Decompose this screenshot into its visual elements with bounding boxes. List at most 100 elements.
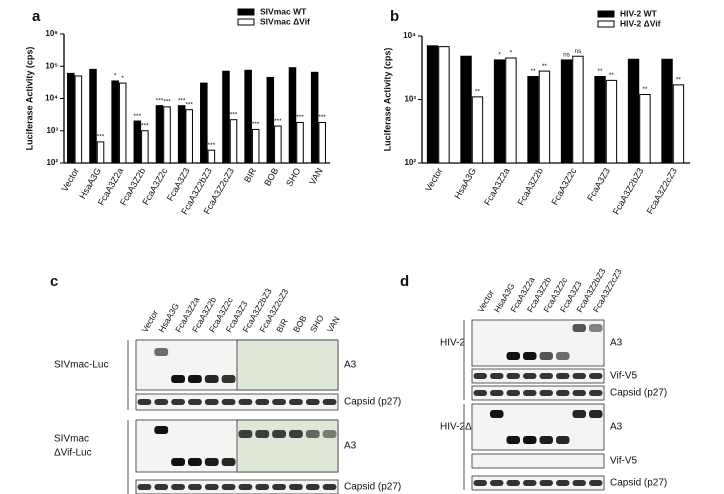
blot-band	[171, 375, 185, 383]
significance-label: **	[475, 89, 481, 96]
bar	[222, 70, 230, 164]
lane-label: BIR	[274, 317, 290, 334]
bar	[67, 72, 75, 164]
blot-band	[154, 399, 169, 405]
bar	[426, 45, 439, 164]
blot-band	[572, 324, 586, 332]
bar	[229, 119, 238, 164]
bar	[141, 130, 149, 164]
significance-label: **	[598, 68, 604, 75]
significance-label: ***	[156, 97, 164, 104]
blot-band	[322, 484, 337, 490]
y-tick-label: 10⁴	[403, 31, 416, 40]
bar	[89, 68, 97, 164]
blot-band	[289, 399, 303, 405]
blot-band	[589, 324, 603, 332]
blot-band	[171, 458, 185, 466]
blot-band	[272, 484, 286, 490]
blot-band	[272, 430, 286, 438]
blot-band	[305, 399, 320, 405]
y-tick-label: 10³	[404, 95, 416, 104]
blot-band	[490, 410, 504, 418]
blot-band	[221, 375, 236, 383]
band-label: A3	[610, 338, 623, 349]
significance-label: ***	[178, 97, 186, 104]
y-tick-label: 10⁶	[45, 29, 58, 38]
blot-band	[137, 399, 152, 405]
blot-band	[589, 410, 603, 418]
bar	[560, 59, 573, 164]
bar	[527, 76, 539, 164]
lane-label: SHO	[308, 313, 326, 334]
bar	[133, 120, 142, 164]
blot-band	[221, 484, 236, 490]
significance-label: ***	[318, 114, 326, 121]
legend-swatch	[597, 10, 615, 18]
significance-label: **	[609, 72, 615, 79]
bar	[274, 125, 282, 164]
legend-label: SIVmac ΔVif	[260, 16, 310, 26]
bar	[111, 80, 119, 164]
significance-label: *	[498, 52, 501, 59]
bar	[244, 69, 252, 164]
x-tick-label: FcaA3Z3	[585, 166, 612, 203]
x-tick-label: FcaA3Z2c	[549, 166, 578, 207]
blot-band	[506, 480, 520, 486]
blot-band	[221, 399, 236, 405]
bar	[639, 93, 651, 164]
sample-label: SIVmac-Luc	[54, 360, 108, 371]
band-label: Capsid (p27)	[344, 397, 401, 408]
blot-band	[490, 390, 504, 396]
blot-band	[556, 373, 570, 379]
significance-label: ***	[141, 122, 149, 129]
x-tick-label: FcaA3Z2b	[516, 166, 545, 207]
bar	[661, 58, 673, 164]
blot-band	[204, 375, 219, 383]
blot-band	[289, 484, 303, 490]
blot-band	[171, 399, 185, 405]
bar	[538, 70, 551, 164]
bar	[266, 76, 275, 164]
blot-band	[539, 352, 553, 360]
y-tick-label: 10⁵	[45, 61, 58, 70]
blot-band	[572, 373, 586, 379]
significance-label: ns	[563, 52, 571, 59]
bar	[96, 141, 105, 164]
band-label: Vif-V5	[610, 456, 637, 467]
blot-band	[322, 430, 337, 438]
blot-band	[188, 375, 202, 383]
bar	[207, 149, 216, 164]
blot-band	[490, 480, 504, 486]
sample-label: HIV-2	[440, 338, 465, 349]
blot-band	[506, 352, 520, 360]
blot-band	[188, 484, 202, 490]
blot-band	[589, 373, 603, 379]
bar	[460, 55, 472, 164]
y-axis-title: Luciferase Activity (cps)	[24, 47, 34, 151]
significance-label: **	[531, 68, 537, 75]
bar	[572, 55, 584, 164]
blot-band	[305, 484, 320, 490]
bar	[200, 82, 208, 164]
x-tick-label: FcaA3Z2bZ3	[611, 166, 646, 216]
bar	[627, 58, 640, 164]
bar	[493, 59, 506, 164]
blot-membrane	[236, 419, 339, 473]
blot-band	[572, 410, 586, 418]
blot-band	[305, 430, 320, 438]
bar	[288, 67, 297, 164]
blot-band	[506, 373, 520, 379]
x-tick-label: BIR	[242, 166, 258, 184]
bar	[155, 105, 164, 164]
x-tick-label: BOB	[262, 166, 280, 187]
bar	[310, 71, 319, 164]
bar	[318, 122, 326, 164]
legend-swatch	[237, 18, 255, 26]
blot-band	[255, 484, 270, 490]
blot-band	[556, 352, 570, 360]
bar	[177, 105, 186, 164]
blot-band	[238, 399, 253, 405]
y-tick-label: 10⁴	[45, 94, 58, 103]
bar	[672, 84, 685, 164]
